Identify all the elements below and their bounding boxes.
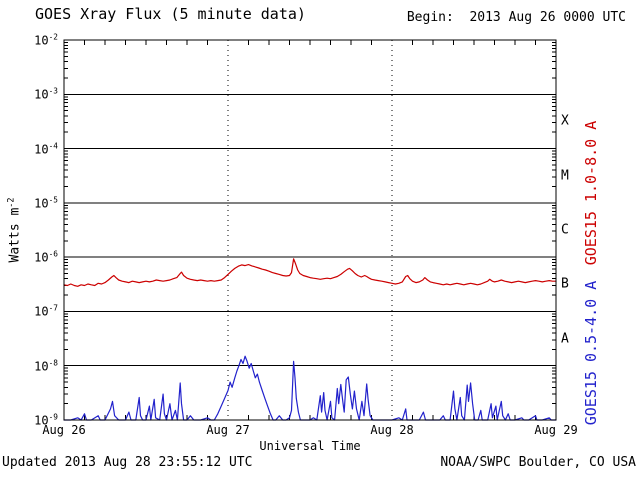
series-label-short-channel: GOES15 0.5-4.0 A bbox=[582, 280, 600, 426]
y-tick-label: 10-7 bbox=[34, 303, 58, 319]
flare-class-letter: X bbox=[561, 113, 569, 129]
y-tick-label: 10-6 bbox=[34, 249, 58, 265]
x-tick-label: Aug 29 bbox=[534, 423, 578, 437]
y-tick-label: 10-8 bbox=[34, 358, 58, 374]
flare-class-letter: A bbox=[561, 331, 569, 347]
x-tick-label: Aug 27 bbox=[206, 423, 250, 437]
flare-class-letter: C bbox=[561, 222, 569, 238]
y-tick-label: 10-5 bbox=[34, 195, 58, 211]
y-tick-label: 10-3 bbox=[34, 86, 58, 102]
series-label-long-channel: GOES15 1.0-8.0 A bbox=[582, 120, 600, 266]
series-line-0 bbox=[63, 258, 557, 287]
x-tick-label: Aug 28 bbox=[370, 423, 414, 437]
begin-time-label: Begin: 2013 Aug 26 0000 UTC bbox=[406, 10, 626, 25]
flare-class-letter: M bbox=[561, 168, 569, 184]
x-axis-label: Universal Time bbox=[259, 439, 361, 453]
updated-timestamp: Updated 2013 Aug 28 23:55:12 UTC bbox=[2, 455, 253, 470]
y-tick-label: 10-9 bbox=[34, 412, 58, 428]
noaa-credit: NOAA/SWPC Boulder, CO USA bbox=[440, 455, 636, 470]
chart-title: GOES Xray Flux (5 minute data) bbox=[35, 5, 306, 23]
flare-class-letter: B bbox=[561, 276, 569, 292]
plot-border bbox=[63, 39, 557, 421]
y-tick-label: 10-4 bbox=[34, 141, 58, 157]
x-tick-label: Aug 26 bbox=[42, 423, 86, 437]
y-tick-label: 10-2 bbox=[34, 32, 58, 48]
